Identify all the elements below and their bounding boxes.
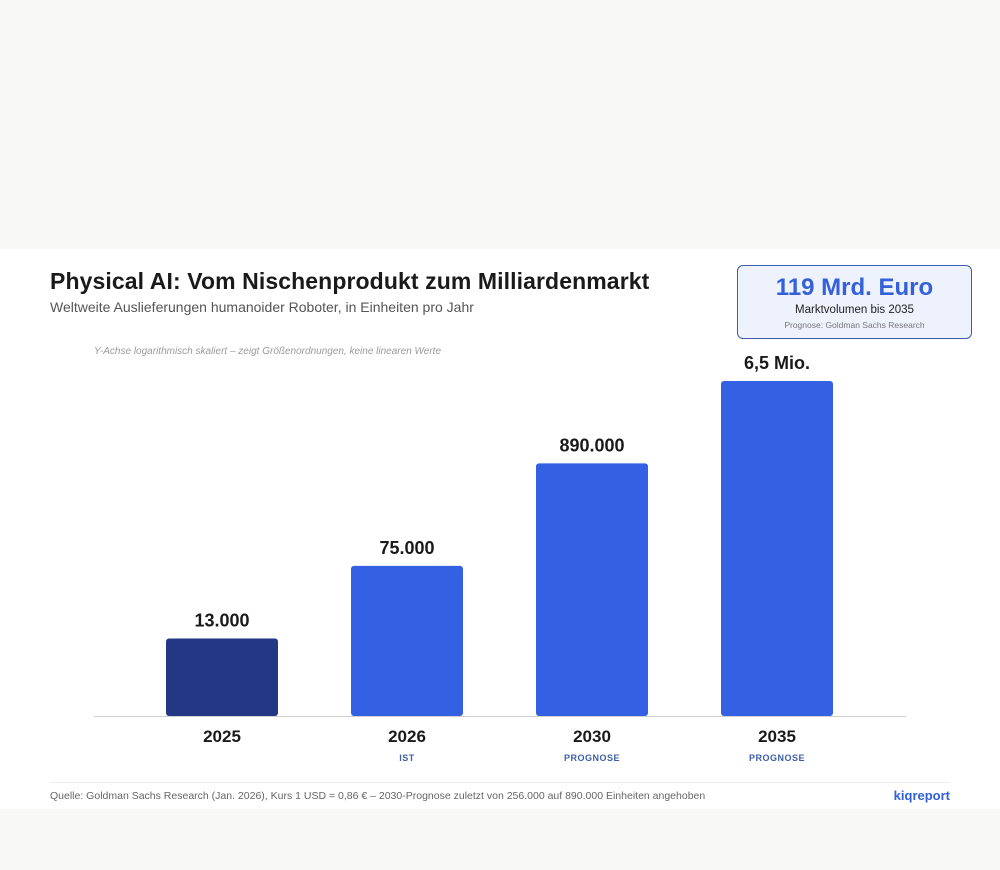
status-label-2030: PROGNOSE — [564, 753, 620, 763]
data-label-2035: 6,5 Mio. — [744, 353, 810, 373]
x-tick-label-2025: 2025 — [203, 727, 241, 746]
data-label-2025: 13.000 — [194, 610, 249, 630]
bar-2030 — [536, 463, 648, 716]
chart-card: Physical AI: Vom Nischenprodukt zum Mill… — [0, 249, 1000, 809]
bar-2026 — [351, 565, 463, 716]
brand-logo: kiqreport — [893, 788, 950, 803]
kpi-label: Marktvolumen bis 2035 — [795, 304, 914, 316]
status-label-2026: IST — [399, 753, 415, 763]
x-tick-label-2030: 2030 — [573, 727, 611, 746]
bar-2035 — [721, 381, 833, 716]
axis-scale-note: Y-Achse logarithmisch skaliert – zeigt G… — [94, 346, 442, 357]
bar-chart: 13.000 2025 75.000 2026 IST 890.000 2030 PROGNO… — [94, 353, 906, 763]
kpi-value: 119 Mrd. Euro — [775, 274, 934, 301]
chart-subtitle: Weltweite Auslieferungen humanoider Robo… — [50, 299, 474, 315]
chart-title: Physical AI: Vom Nischenprodukt zum Mill… — [50, 268, 650, 294]
footer-divider — [50, 782, 950, 783]
kpi-source: Prognose: Goldman Sachs Research — [784, 320, 925, 330]
x-tick-label-2026: 2026 — [388, 727, 426, 746]
data-label-2030: 890.000 — [559, 435, 624, 455]
data-label-2026: 75.000 — [379, 538, 434, 558]
source-note: Quelle: Goldman Sachs Research (Jan. 202… — [50, 790, 706, 802]
status-label-2035: PROGNOSE — [749, 753, 805, 763]
kpi-box: 119 Mrd. Euro Marktvolumen bis 2035 Prog… — [737, 265, 972, 339]
bar-2025 — [166, 638, 278, 716]
x-tick-label-2035: 2035 — [758, 727, 796, 746]
